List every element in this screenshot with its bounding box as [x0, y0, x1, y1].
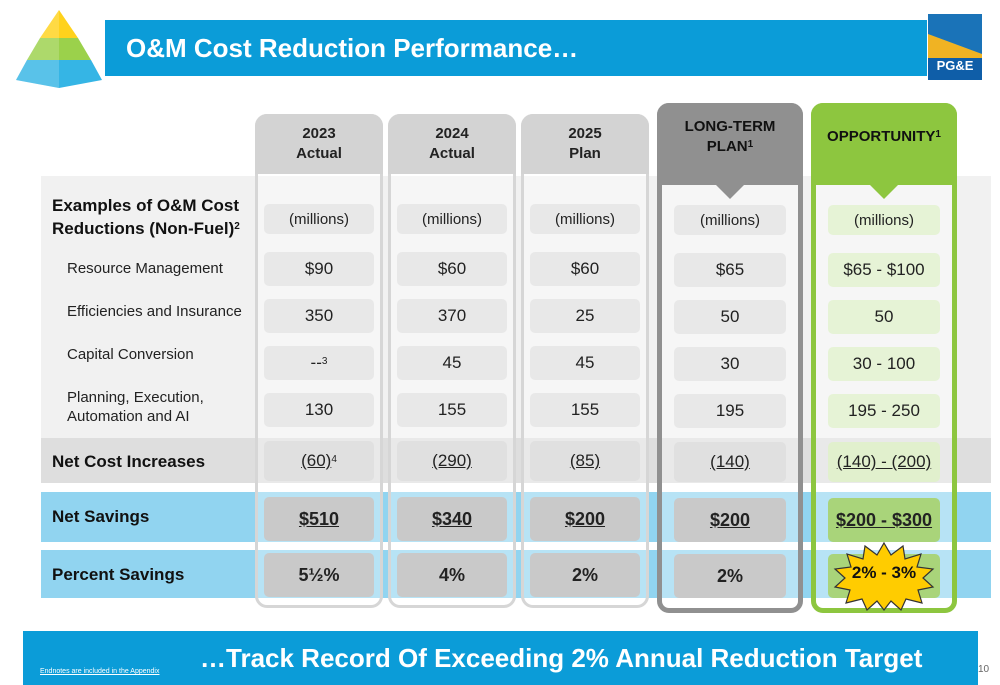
- title-bar: [105, 20, 927, 76]
- planning-cell: 195 - 250: [828, 394, 940, 428]
- column-2024: 2024 Actual (millions) $60 370 45 155 (29…: [388, 114, 516, 608]
- column-long-term-plan: LONG-TERM PLAN1 (millions) $65 50 30 195 …: [657, 103, 803, 613]
- row-label-net-cost: Net Cost Increases: [52, 452, 206, 471]
- resource-cell: $60: [530, 252, 640, 286]
- net-cost-cell: (290): [397, 441, 507, 481]
- planning-cell: 130: [264, 393, 374, 427]
- net-savings-cell: $510: [264, 497, 374, 541]
- row-label-efficiencies: Efficiencies and Insurance: [67, 303, 242, 320]
- planning-cell: 195: [674, 394, 786, 428]
- column-opportunity: OPPORTUNITY1 (millions) $65 - $100 50 30…: [811, 103, 957, 613]
- logo-text: PG&E: [936, 58, 974, 73]
- efficiencies-cell: 25: [530, 299, 640, 333]
- planning-cell: 155: [530, 393, 640, 427]
- starburst-icon: [833, 541, 935, 611]
- capital-cell: 45: [397, 346, 507, 380]
- row-label-planning: Planning, Execution, Automation and AI: [67, 389, 204, 425]
- row-label-capital: Capital Conversion: [67, 346, 194, 363]
- unit-cell: (millions): [397, 204, 507, 234]
- percent-cell: 5½%: [264, 553, 374, 597]
- planning-cell: 155: [397, 393, 507, 427]
- footer-tagline: …Track Record Of Exceeding 2% Annual Red…: [200, 643, 923, 673]
- efficiencies-cell: 50: [674, 300, 786, 334]
- efficiencies-cell: 370: [397, 299, 507, 333]
- header-notch: [716, 185, 744, 199]
- page-title: O&M Cost Reduction Performance…: [126, 33, 579, 63]
- net-cost-cell: (140): [674, 442, 786, 482]
- efficiencies-cell: 350: [264, 299, 374, 333]
- net-cost-cell: (60) 4: [264, 441, 374, 481]
- page-number: 10: [978, 664, 990, 675]
- resource-cell: $60: [397, 252, 507, 286]
- column-header: 2023 Actual: [255, 114, 383, 174]
- column-2025: 2025 Plan (millions) $60 25 45 155 (85) $…: [521, 114, 649, 608]
- net-cost-cell: (140) - (200): [828, 442, 940, 482]
- header-notch: [870, 185, 898, 199]
- net-savings-cell: $200 - $300: [828, 498, 940, 542]
- row-label-net-savings: Net Savings: [52, 507, 150, 526]
- unit-cell: (millions): [264, 204, 374, 234]
- net-savings-cell: $340: [397, 497, 507, 541]
- column-header: OPPORTUNITY1: [811, 103, 957, 185]
- column-header: LONG-TERM PLAN1: [657, 103, 803, 185]
- percent-cell: 2%: [530, 553, 640, 597]
- capital-cell: 30: [674, 347, 786, 381]
- unit-cell: (millions): [674, 205, 786, 235]
- unit-cell: (millions): [828, 205, 940, 235]
- net-savings-cell: $200: [530, 497, 640, 541]
- capital-cell: 30 - 100: [828, 347, 940, 381]
- unit-cell: (millions): [530, 204, 640, 234]
- pge-logo: PG&E: [928, 14, 982, 80]
- capital-cell: -- 3: [264, 346, 374, 380]
- pyramid-icon: [16, 10, 102, 88]
- column-header: 2024 Actual: [388, 114, 516, 174]
- net-cost-cell: (85): [530, 441, 640, 481]
- resource-cell: $65: [674, 253, 786, 287]
- column-2023: 2023 Actual (millions) $90 350 -- 3 130 (6…: [255, 114, 383, 608]
- column-header: 2025 Plan: [521, 114, 649, 174]
- row-label-percent: Percent Savings: [52, 565, 185, 584]
- row-heading: Examples of O&M Cost Reductions (Non-Fue…: [52, 196, 240, 238]
- efficiencies-cell: 50: [828, 300, 940, 334]
- percent-cell: 2%: [674, 554, 786, 598]
- net-savings-cell: $200: [674, 498, 786, 542]
- row-label-resource: Resource Management: [67, 260, 223, 277]
- resource-cell: $90: [264, 252, 374, 286]
- percent-cell-opportunity: 2% - 3%: [851, 563, 917, 582]
- resource-cell: $65 - $100: [828, 253, 940, 287]
- capital-cell: 45: [530, 346, 640, 380]
- percent-cell: 4%: [397, 553, 507, 597]
- footer-bar: [23, 631, 978, 685]
- endnote-link[interactable]: Endnotes are included in the Appendix: [40, 668, 160, 675]
